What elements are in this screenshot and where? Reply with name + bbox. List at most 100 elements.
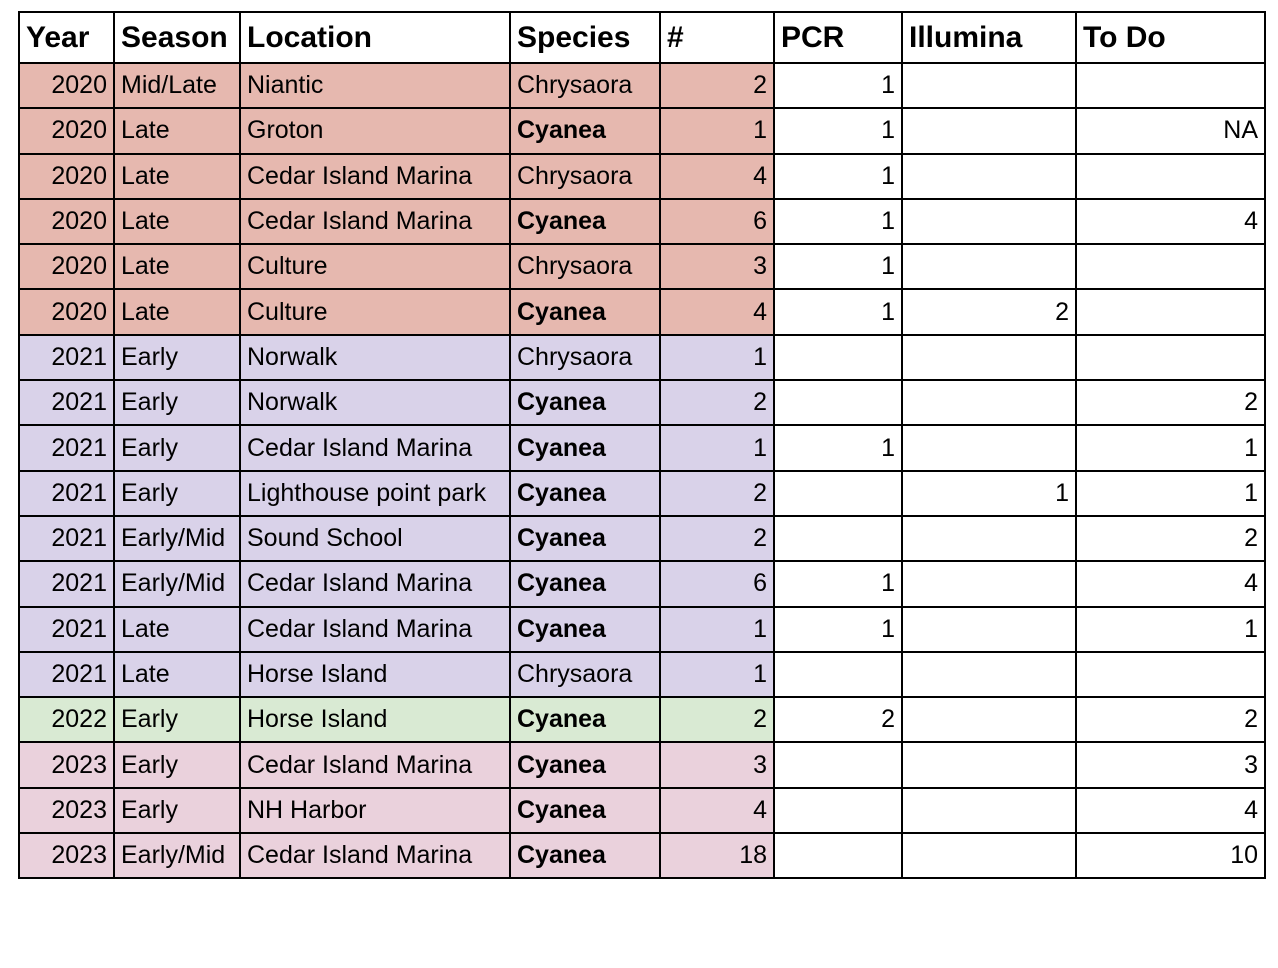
header-species[interactable]: Species [509,11,661,64]
cell-season[interactable]: Early [113,469,241,517]
cell-season[interactable]: Early/Mid [113,560,241,608]
cell-species[interactable]: Cyanea [509,741,661,789]
cell-todo[interactable] [1075,333,1266,382]
cell-illumina[interactable] [901,786,1077,835]
cell-count[interactable]: 2 [659,379,775,427]
cell-count[interactable]: 6 [659,560,775,608]
cell-count[interactable]: 2 [659,696,775,744]
cell-species[interactable]: Cyanea [509,514,661,563]
cell-pcr[interactable] [773,650,903,699]
cell-year[interactable]: 2021 [18,469,115,517]
cell-illumina[interactable]: 1 [901,469,1077,517]
cell-location[interactable]: Sound School [239,514,511,563]
cell-todo[interactable]: 4 [1075,197,1266,246]
cell-species[interactable]: Cyanea [509,107,661,155]
header-year[interactable]: Year [18,11,115,64]
cell-species[interactable]: Chrysaora [509,333,661,382]
cell-location[interactable]: Cedar Island Marina [239,605,511,653]
cell-species[interactable]: Cyanea [509,786,661,835]
cell-year[interactable]: 2023 [18,832,115,880]
cell-season[interactable]: Early [113,696,241,744]
cell-year[interactable]: 2023 [18,786,115,835]
cell-count[interactable]: 4 [659,152,775,200]
cell-count[interactable]: 4 [659,288,775,336]
cell-year[interactable]: 2021 [18,605,115,653]
cell-todo[interactable]: 1 [1075,424,1266,472]
cell-pcr[interactable]: 1 [773,61,903,110]
cell-illumina[interactable] [901,379,1077,427]
cell-pcr[interactable] [773,514,903,563]
cell-species[interactable]: Cyanea [509,605,661,653]
cell-species[interactable]: Chrysaora [509,243,661,291]
cell-pcr[interactable] [773,333,903,382]
cell-location[interactable]: Horse Island [239,696,511,744]
cell-year[interactable]: 2020 [18,243,115,291]
cell-count[interactable]: 1 [659,107,775,155]
cell-species[interactable]: Cyanea [509,560,661,608]
cell-location[interactable]: Lighthouse point park [239,469,511,517]
cell-pcr[interactable] [773,469,903,517]
cell-count[interactable]: 4 [659,786,775,835]
cell-year[interactable]: 2020 [18,288,115,336]
cell-season[interactable]: Early [113,379,241,427]
cell-season[interactable]: Late [113,605,241,653]
cell-count[interactable]: 18 [659,832,775,880]
cell-season[interactable]: Early [113,333,241,382]
cell-pcr[interactable]: 1 [773,243,903,291]
cell-season[interactable]: Late [113,243,241,291]
cell-location[interactable]: Groton [239,107,511,155]
cell-pcr[interactable]: 1 [773,152,903,200]
cell-location[interactable]: Culture [239,243,511,291]
cell-location[interactable]: Cedar Island Marina [239,197,511,246]
cell-year[interactable]: 2022 [18,696,115,744]
cell-pcr[interactable] [773,832,903,880]
cell-species[interactable]: Cyanea [509,424,661,472]
cell-season[interactable]: Early [113,741,241,789]
header-location[interactable]: Location [239,11,511,64]
cell-count[interactable]: 1 [659,650,775,699]
cell-season[interactable]: Early/Mid [113,832,241,880]
cell-count[interactable]: 3 [659,741,775,789]
cell-count[interactable]: 1 [659,333,775,382]
cell-year[interactable]: 2021 [18,560,115,608]
cell-todo[interactable]: 3 [1075,741,1266,789]
cell-location[interactable]: Cedar Island Marina [239,832,511,880]
cell-illumina[interactable] [901,696,1077,744]
cell-illumina[interactable] [901,560,1077,608]
cell-season[interactable]: Early/Mid [113,514,241,563]
cell-todo[interactable] [1075,288,1266,336]
cell-todo[interactable]: 1 [1075,469,1266,517]
cell-todo[interactable]: 10 [1075,832,1266,880]
cell-todo[interactable]: 4 [1075,786,1266,835]
cell-illumina[interactable] [901,197,1077,246]
cell-location[interactable]: Norwalk [239,333,511,382]
cell-pcr[interactable] [773,786,903,835]
cell-season[interactable]: Early [113,424,241,472]
cell-year[interactable]: 2021 [18,514,115,563]
cell-todo[interactable]: 2 [1075,696,1266,744]
cell-year[interactable]: 2021 [18,424,115,472]
cell-illumina[interactable] [901,243,1077,291]
cell-season[interactable]: Early [113,786,241,835]
cell-count[interactable]: 2 [659,514,775,563]
cell-year[interactable]: 2021 [18,333,115,382]
cell-count[interactable]: 6 [659,197,775,246]
cell-season[interactable]: Late [113,197,241,246]
cell-species[interactable]: Chrysaora [509,61,661,110]
cell-species[interactable]: Chrysaora [509,650,661,699]
cell-location[interactable]: Cedar Island Marina [239,424,511,472]
cell-todo[interactable]: 4 [1075,560,1266,608]
cell-count[interactable]: 1 [659,424,775,472]
cell-year[interactable]: 2021 [18,650,115,699]
cell-year[interactable]: 2020 [18,107,115,155]
cell-location[interactable]: Niantic [239,61,511,110]
cell-species[interactable]: Cyanea [509,288,661,336]
header-season[interactable]: Season [113,11,241,64]
cell-year[interactable]: 2020 [18,197,115,246]
cell-location[interactable]: Cedar Island Marina [239,741,511,789]
cell-season[interactable]: Late [113,288,241,336]
cell-illumina[interactable] [901,424,1077,472]
cell-todo[interactable]: NA [1075,107,1266,155]
cell-location[interactable]: NH Harbor [239,786,511,835]
cell-illumina[interactable] [901,152,1077,200]
